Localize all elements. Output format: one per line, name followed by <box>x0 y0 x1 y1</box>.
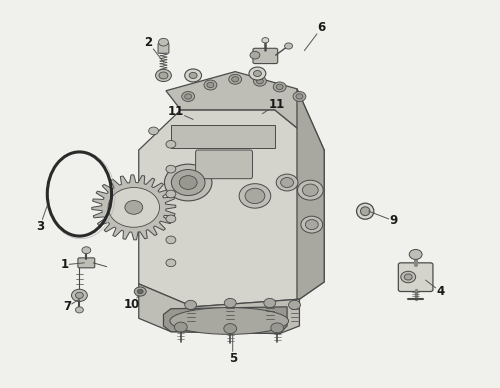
FancyBboxPatch shape <box>398 263 433 291</box>
Circle shape <box>156 69 172 81</box>
Circle shape <box>174 322 187 332</box>
Circle shape <box>245 188 265 204</box>
Polygon shape <box>139 110 324 307</box>
Polygon shape <box>166 72 324 150</box>
Circle shape <box>254 71 262 76</box>
Circle shape <box>158 38 168 46</box>
Circle shape <box>404 274 412 280</box>
Text: 10: 10 <box>123 295 140 312</box>
Circle shape <box>148 127 158 135</box>
FancyBboxPatch shape <box>78 258 94 268</box>
Circle shape <box>76 307 84 313</box>
FancyBboxPatch shape <box>253 48 278 64</box>
Circle shape <box>184 300 196 310</box>
Circle shape <box>224 324 236 334</box>
Circle shape <box>276 174 298 191</box>
Text: 1: 1 <box>60 258 84 271</box>
Text: 11: 11 <box>168 105 193 120</box>
Circle shape <box>72 289 88 301</box>
Polygon shape <box>297 89 324 299</box>
Circle shape <box>134 287 146 296</box>
Text: 3: 3 <box>36 206 48 233</box>
Circle shape <box>273 82 286 92</box>
Text: 7: 7 <box>63 299 80 314</box>
Circle shape <box>293 92 306 101</box>
Circle shape <box>166 190 176 198</box>
Circle shape <box>125 201 142 214</box>
Circle shape <box>232 76 238 82</box>
Circle shape <box>296 94 303 99</box>
Polygon shape <box>164 307 287 334</box>
Polygon shape <box>92 175 176 240</box>
Circle shape <box>280 178 293 187</box>
Circle shape <box>166 165 176 173</box>
Ellipse shape <box>356 203 374 219</box>
Circle shape <box>180 176 197 189</box>
Circle shape <box>108 187 160 227</box>
Text: 9: 9 <box>368 211 398 227</box>
Text: 6: 6 <box>304 21 326 50</box>
Circle shape <box>302 184 318 196</box>
Ellipse shape <box>360 207 370 216</box>
Circle shape <box>250 51 260 59</box>
FancyBboxPatch shape <box>196 150 252 179</box>
Circle shape <box>301 216 322 233</box>
Circle shape <box>276 84 283 90</box>
Circle shape <box>204 80 217 90</box>
Circle shape <box>166 259 176 267</box>
Circle shape <box>166 140 176 148</box>
Text: 11: 11 <box>262 98 285 114</box>
Ellipse shape <box>170 308 288 334</box>
Circle shape <box>239 184 271 208</box>
Circle shape <box>76 292 84 298</box>
Circle shape <box>401 271 415 283</box>
Circle shape <box>288 300 300 310</box>
Circle shape <box>264 298 276 308</box>
Circle shape <box>172 170 205 196</box>
Circle shape <box>271 323 283 333</box>
Text: 4: 4 <box>426 280 444 298</box>
Circle shape <box>262 38 269 43</box>
Circle shape <box>164 164 212 201</box>
Circle shape <box>166 236 176 244</box>
Circle shape <box>166 215 176 223</box>
Circle shape <box>207 82 214 88</box>
Text: 2: 2 <box>144 36 164 62</box>
Circle shape <box>306 220 318 230</box>
Text: 5: 5 <box>228 334 237 365</box>
Circle shape <box>184 69 202 82</box>
Circle shape <box>159 72 168 79</box>
Circle shape <box>298 180 323 200</box>
Polygon shape <box>171 125 274 148</box>
Polygon shape <box>139 284 300 334</box>
Circle shape <box>409 249 422 260</box>
Circle shape <box>184 94 192 99</box>
FancyBboxPatch shape <box>158 43 169 53</box>
Circle shape <box>254 76 266 86</box>
Circle shape <box>284 43 292 49</box>
Circle shape <box>82 247 91 254</box>
Circle shape <box>224 298 236 308</box>
Circle shape <box>138 289 143 294</box>
Circle shape <box>189 73 197 78</box>
Circle shape <box>182 92 194 101</box>
Circle shape <box>249 67 266 80</box>
Circle shape <box>256 78 264 84</box>
Circle shape <box>228 74 241 84</box>
